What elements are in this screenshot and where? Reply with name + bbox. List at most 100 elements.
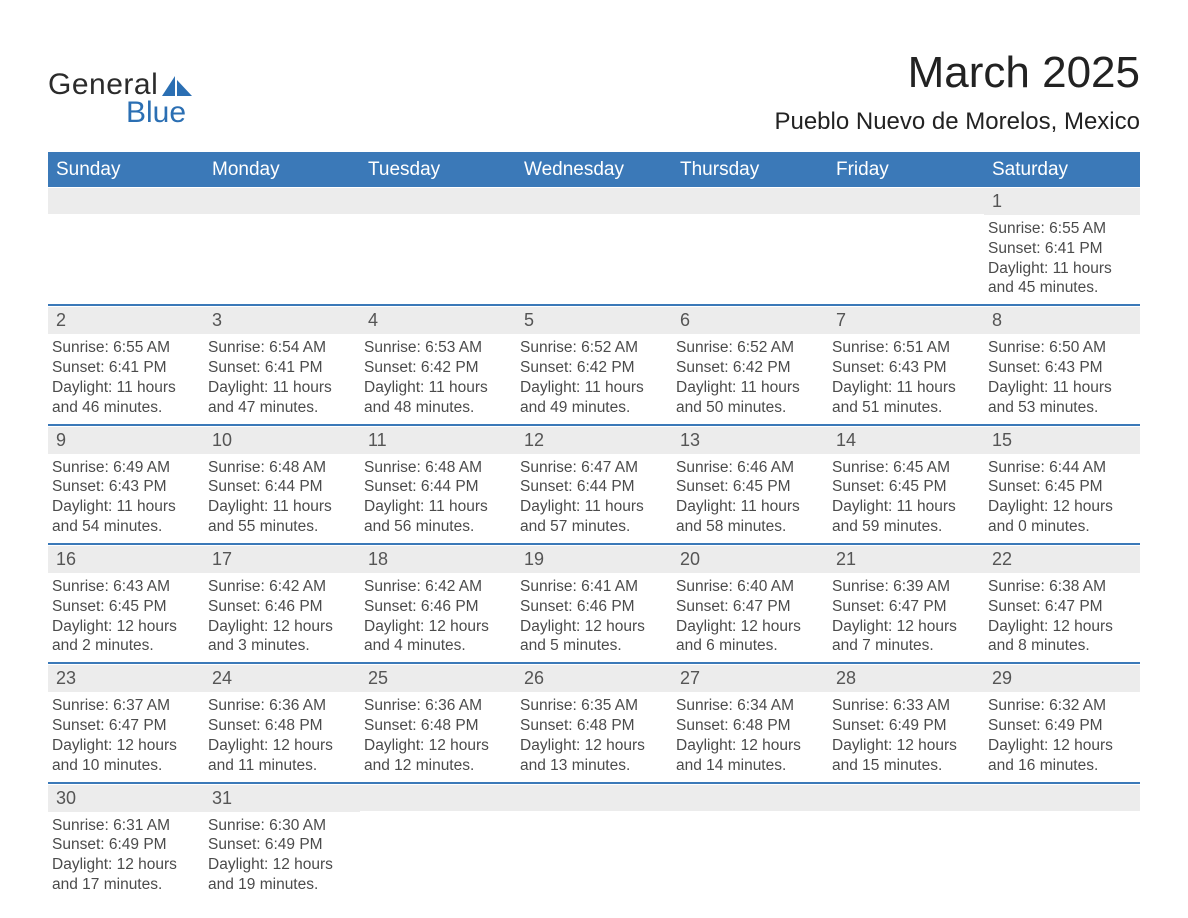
calendar-cell xyxy=(516,187,672,304)
sunset-text: Sunset: 6:42 PM xyxy=(520,358,672,378)
calendar-cell: 23Sunrise: 6:37 AMSunset: 6:47 PMDayligh… xyxy=(48,662,204,781)
calendar-cell: 2Sunrise: 6:55 AMSunset: 6:41 PMDaylight… xyxy=(48,304,204,423)
logo: General Blue xyxy=(48,68,192,130)
day-details: Sunrise: 6:31 AMSunset: 6:49 PMDaylight:… xyxy=(48,812,204,901)
sunset-text: Sunset: 6:42 PM xyxy=(364,358,516,378)
sunrise-text: Sunrise: 6:50 AM xyxy=(988,338,1140,358)
day-details: Sunrise: 6:49 AMSunset: 6:43 PMDaylight:… xyxy=(48,454,204,543)
sunset-text: Sunset: 6:48 PM xyxy=(520,716,672,736)
sunset-text: Sunset: 6:44 PM xyxy=(520,477,672,497)
calendar-cell: 31Sunrise: 6:30 AMSunset: 6:49 PMDayligh… xyxy=(204,782,360,901)
calendar-cell: 15Sunrise: 6:44 AMSunset: 6:45 PMDayligh… xyxy=(984,424,1140,543)
sunrise-text: Sunrise: 6:53 AM xyxy=(364,338,516,358)
calendar-cell: 24Sunrise: 6:36 AMSunset: 6:48 PMDayligh… xyxy=(204,662,360,781)
sunrise-text: Sunrise: 6:55 AM xyxy=(52,338,204,358)
sunset-text: Sunset: 6:49 PM xyxy=(832,716,984,736)
day-details: Sunrise: 6:35 AMSunset: 6:48 PMDaylight:… xyxy=(516,692,672,781)
day-details: Sunrise: 6:32 AMSunset: 6:49 PMDaylight:… xyxy=(984,692,1140,781)
day-number: 22 xyxy=(984,545,1140,573)
daylight-text: Daylight: 11 hours and 47 minutes. xyxy=(208,378,360,418)
day-details: Sunrise: 6:42 AMSunset: 6:46 PMDaylight:… xyxy=(360,573,516,662)
daylight-text: Daylight: 12 hours and 16 minutes. xyxy=(988,736,1140,776)
calendar-cell: 5Sunrise: 6:52 AMSunset: 6:42 PMDaylight… xyxy=(516,304,672,423)
daylight-text: Daylight: 11 hours and 49 minutes. xyxy=(520,378,672,418)
day-number: 12 xyxy=(516,426,672,454)
daylight-text: Daylight: 12 hours and 10 minutes. xyxy=(52,736,204,776)
day-number: 27 xyxy=(672,664,828,692)
day-details: Sunrise: 6:36 AMSunset: 6:48 PMDaylight:… xyxy=(204,692,360,781)
sunrise-text: Sunrise: 6:34 AM xyxy=(676,696,828,716)
day-details: Sunrise: 6:39 AMSunset: 6:47 PMDaylight:… xyxy=(828,573,984,662)
sunrise-text: Sunrise: 6:39 AM xyxy=(832,577,984,597)
daylight-text: Daylight: 12 hours and 6 minutes. xyxy=(676,617,828,657)
daylight-text: Daylight: 11 hours and 53 minutes. xyxy=(988,378,1140,418)
sunset-text: Sunset: 6:46 PM xyxy=(520,597,672,617)
calendar-cell: 30Sunrise: 6:31 AMSunset: 6:49 PMDayligh… xyxy=(48,782,204,901)
day-number: 19 xyxy=(516,545,672,573)
day-number xyxy=(48,187,204,214)
calendar-cell: 27Sunrise: 6:34 AMSunset: 6:48 PMDayligh… xyxy=(672,662,828,781)
day-number: 15 xyxy=(984,426,1140,454)
sunset-text: Sunset: 6:45 PM xyxy=(52,597,204,617)
sunrise-text: Sunrise: 6:36 AM xyxy=(364,696,516,716)
calendar-cell xyxy=(828,187,984,304)
calendar-cell: 3Sunrise: 6:54 AMSunset: 6:41 PMDaylight… xyxy=(204,304,360,423)
calendar-cell: 6Sunrise: 6:52 AMSunset: 6:42 PMDaylight… xyxy=(672,304,828,423)
day-number: 9 xyxy=(48,426,204,454)
day-number xyxy=(516,187,672,214)
sunrise-text: Sunrise: 6:47 AM xyxy=(520,458,672,478)
day-details: Sunrise: 6:40 AMSunset: 6:47 PMDaylight:… xyxy=(672,573,828,662)
day-of-week-header: Wednesday xyxy=(516,153,672,187)
day-number: 16 xyxy=(48,545,204,573)
calendar-cell: 4Sunrise: 6:53 AMSunset: 6:42 PMDaylight… xyxy=(360,304,516,423)
day-details: Sunrise: 6:42 AMSunset: 6:46 PMDaylight:… xyxy=(204,573,360,662)
sunrise-text: Sunrise: 6:30 AM xyxy=(208,816,360,836)
day-number: 4 xyxy=(360,306,516,334)
sunset-text: Sunset: 6:43 PM xyxy=(988,358,1140,378)
sunrise-text: Sunrise: 6:48 AM xyxy=(208,458,360,478)
day-details: Sunrise: 6:33 AMSunset: 6:49 PMDaylight:… xyxy=(828,692,984,781)
calendar-cell xyxy=(672,782,828,901)
header-area: General Blue March 2025 Pueblo Nuevo de … xyxy=(48,48,1140,136)
calendar-cell: 21Sunrise: 6:39 AMSunset: 6:47 PMDayligh… xyxy=(828,543,984,662)
day-of-week-header: Monday xyxy=(204,153,360,187)
daylight-text: Daylight: 11 hours and 56 minutes. xyxy=(364,497,516,537)
logo-text-blue: Blue xyxy=(126,96,192,130)
day-details: Sunrise: 6:46 AMSunset: 6:45 PMDaylight:… xyxy=(672,454,828,543)
day-number: 3 xyxy=(204,306,360,334)
day-number: 25 xyxy=(360,664,516,692)
sunrise-text: Sunrise: 6:31 AM xyxy=(52,816,204,836)
sunset-text: Sunset: 6:42 PM xyxy=(676,358,828,378)
calendar-cell: 29Sunrise: 6:32 AMSunset: 6:49 PMDayligh… xyxy=(984,662,1140,781)
day-number xyxy=(360,784,516,811)
day-number: 10 xyxy=(204,426,360,454)
sunrise-text: Sunrise: 6:41 AM xyxy=(520,577,672,597)
calendar-cell: 11Sunrise: 6:48 AMSunset: 6:44 PMDayligh… xyxy=(360,424,516,543)
sunrise-text: Sunrise: 6:33 AM xyxy=(832,696,984,716)
sunrise-text: Sunrise: 6:48 AM xyxy=(364,458,516,478)
sunrise-text: Sunrise: 6:49 AM xyxy=(52,458,204,478)
sunset-text: Sunset: 6:41 PM xyxy=(52,358,204,378)
sunrise-text: Sunrise: 6:51 AM xyxy=(832,338,984,358)
day-number: 18 xyxy=(360,545,516,573)
sunset-text: Sunset: 6:43 PM xyxy=(832,358,984,378)
daylight-text: Daylight: 11 hours and 51 minutes. xyxy=(832,378,984,418)
sunrise-text: Sunrise: 6:43 AM xyxy=(52,577,204,597)
day-number: 20 xyxy=(672,545,828,573)
day-number: 13 xyxy=(672,426,828,454)
day-number: 31 xyxy=(204,784,360,812)
sunset-text: Sunset: 6:46 PM xyxy=(364,597,516,617)
day-details: Sunrise: 6:53 AMSunset: 6:42 PMDaylight:… xyxy=(360,334,516,423)
sunset-text: Sunset: 6:44 PM xyxy=(208,477,360,497)
day-details: Sunrise: 6:54 AMSunset: 6:41 PMDaylight:… xyxy=(204,334,360,423)
day-number: 24 xyxy=(204,664,360,692)
daylight-text: Daylight: 12 hours and 12 minutes. xyxy=(364,736,516,776)
sunset-text: Sunset: 6:47 PM xyxy=(676,597,828,617)
sunrise-text: Sunrise: 6:46 AM xyxy=(676,458,828,478)
daylight-text: Daylight: 11 hours and 54 minutes. xyxy=(52,497,204,537)
day-number xyxy=(672,187,828,214)
daylight-text: Daylight: 11 hours and 57 minutes. xyxy=(520,497,672,537)
daylight-text: Daylight: 12 hours and 2 minutes. xyxy=(52,617,204,657)
day-details: Sunrise: 6:45 AMSunset: 6:45 PMDaylight:… xyxy=(828,454,984,543)
day-number: 8 xyxy=(984,306,1140,334)
